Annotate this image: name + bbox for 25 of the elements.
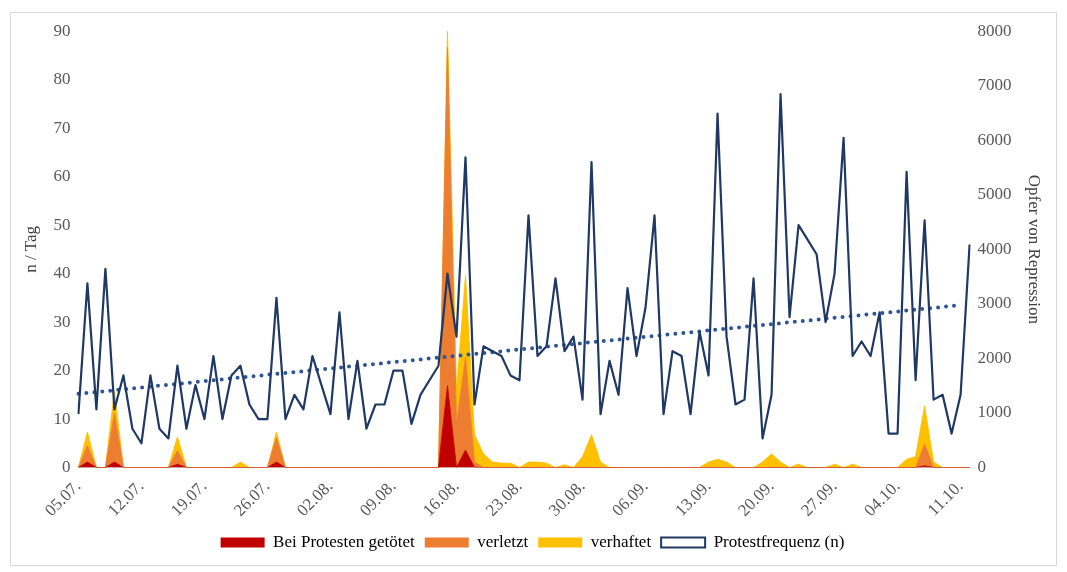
y-tick-label: 70 [53,117,71,137]
y-tick-label: 30 [53,311,71,331]
y-tick-label: 10 [53,408,71,428]
legend-label: verletzt [477,531,529,551]
y-tick-label: 80 [53,69,71,89]
y2-tick-label: 4000 [977,238,1012,258]
y2-tick-label: 5000 [977,184,1012,204]
y-tick-label: 50 [53,214,71,234]
y-tick-label: 60 [53,166,71,186]
y2-tick-label: 7000 [977,75,1012,95]
legend-label: Protestfrequenz (n) [713,531,845,551]
y2-tick-label: 8000 [977,20,1012,40]
legend-label: Bei Protesten getötet [273,531,416,551]
y2-tick-label: 6000 [977,129,1012,149]
y2-tick-label: 2000 [977,347,1012,367]
y2-tick-label: 1000 [977,402,1012,422]
y-tick-label: 0 [61,456,71,476]
y-tick-label: 90 [53,20,71,40]
y2-tick-label: 0 [977,456,987,476]
y-axis-title: n / Tag [20,225,40,273]
y2-tick-label: 3000 [977,293,1012,313]
y2-axis-title: Opfer von Repression [1025,174,1045,325]
y-tick-label: 20 [53,360,71,380]
y-tick-label: 40 [53,263,71,283]
legend-label: verhaftet [590,531,652,551]
